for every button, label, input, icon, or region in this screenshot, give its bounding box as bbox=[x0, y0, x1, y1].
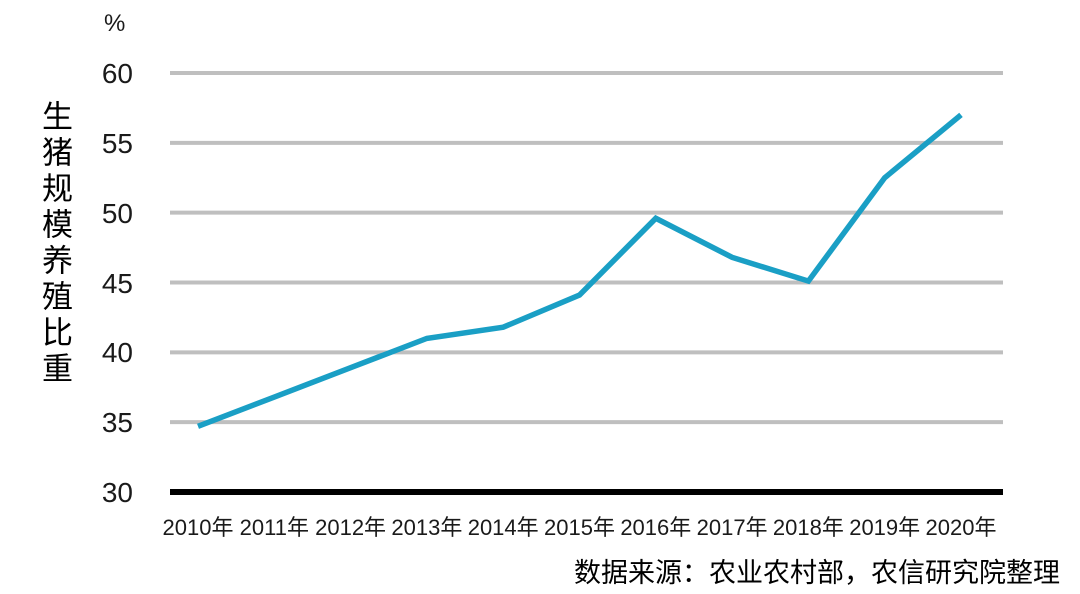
y-axis-tick-label: 60 bbox=[101, 58, 133, 89]
x-axis-tick-label: 2011年 bbox=[239, 515, 309, 540]
data-source-caption: 数据来源：农业农村部，农信研究院整理 bbox=[574, 558, 1060, 589]
y-axis-tick-label: 50 bbox=[101, 197, 133, 229]
x-axis-tick-label: 2017年 bbox=[696, 515, 768, 540]
x-axis-tick-label: 2010年 bbox=[162, 515, 234, 540]
x-axis-tick-label: 2012年 bbox=[315, 515, 387, 540]
y-axis-unit-label: % bbox=[104, 10, 126, 37]
x-axis-tick-label: 2020年 bbox=[925, 515, 997, 540]
y-axis-tick-label: 55 bbox=[101, 127, 133, 159]
x-axis-tick-label: 2015年 bbox=[544, 515, 615, 540]
x-axis-tick-label: 2014年 bbox=[467, 515, 539, 540]
x-axis-tick-label: 2016年 bbox=[620, 515, 692, 540]
y-axis-tick-label: 40 bbox=[101, 337, 133, 369]
x-axis-tick-label: 2019年 bbox=[849, 515, 921, 540]
x-axis-tick-label: 2018年 bbox=[772, 515, 844, 540]
y-axis-title: 生猪规模养殖比重 bbox=[36, 100, 72, 388]
data-series-line bbox=[197, 112, 963, 429]
x-axis-tick-label: 2013年 bbox=[391, 515, 463, 540]
y-axis-tick-label: 35 bbox=[101, 407, 133, 439]
y-axis-tick-label: 30 bbox=[101, 477, 133, 508]
y-axis-tick-label: 45 bbox=[101, 267, 133, 299]
